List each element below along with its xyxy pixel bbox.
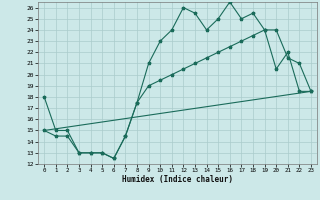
X-axis label: Humidex (Indice chaleur): Humidex (Indice chaleur) — [122, 175, 233, 184]
